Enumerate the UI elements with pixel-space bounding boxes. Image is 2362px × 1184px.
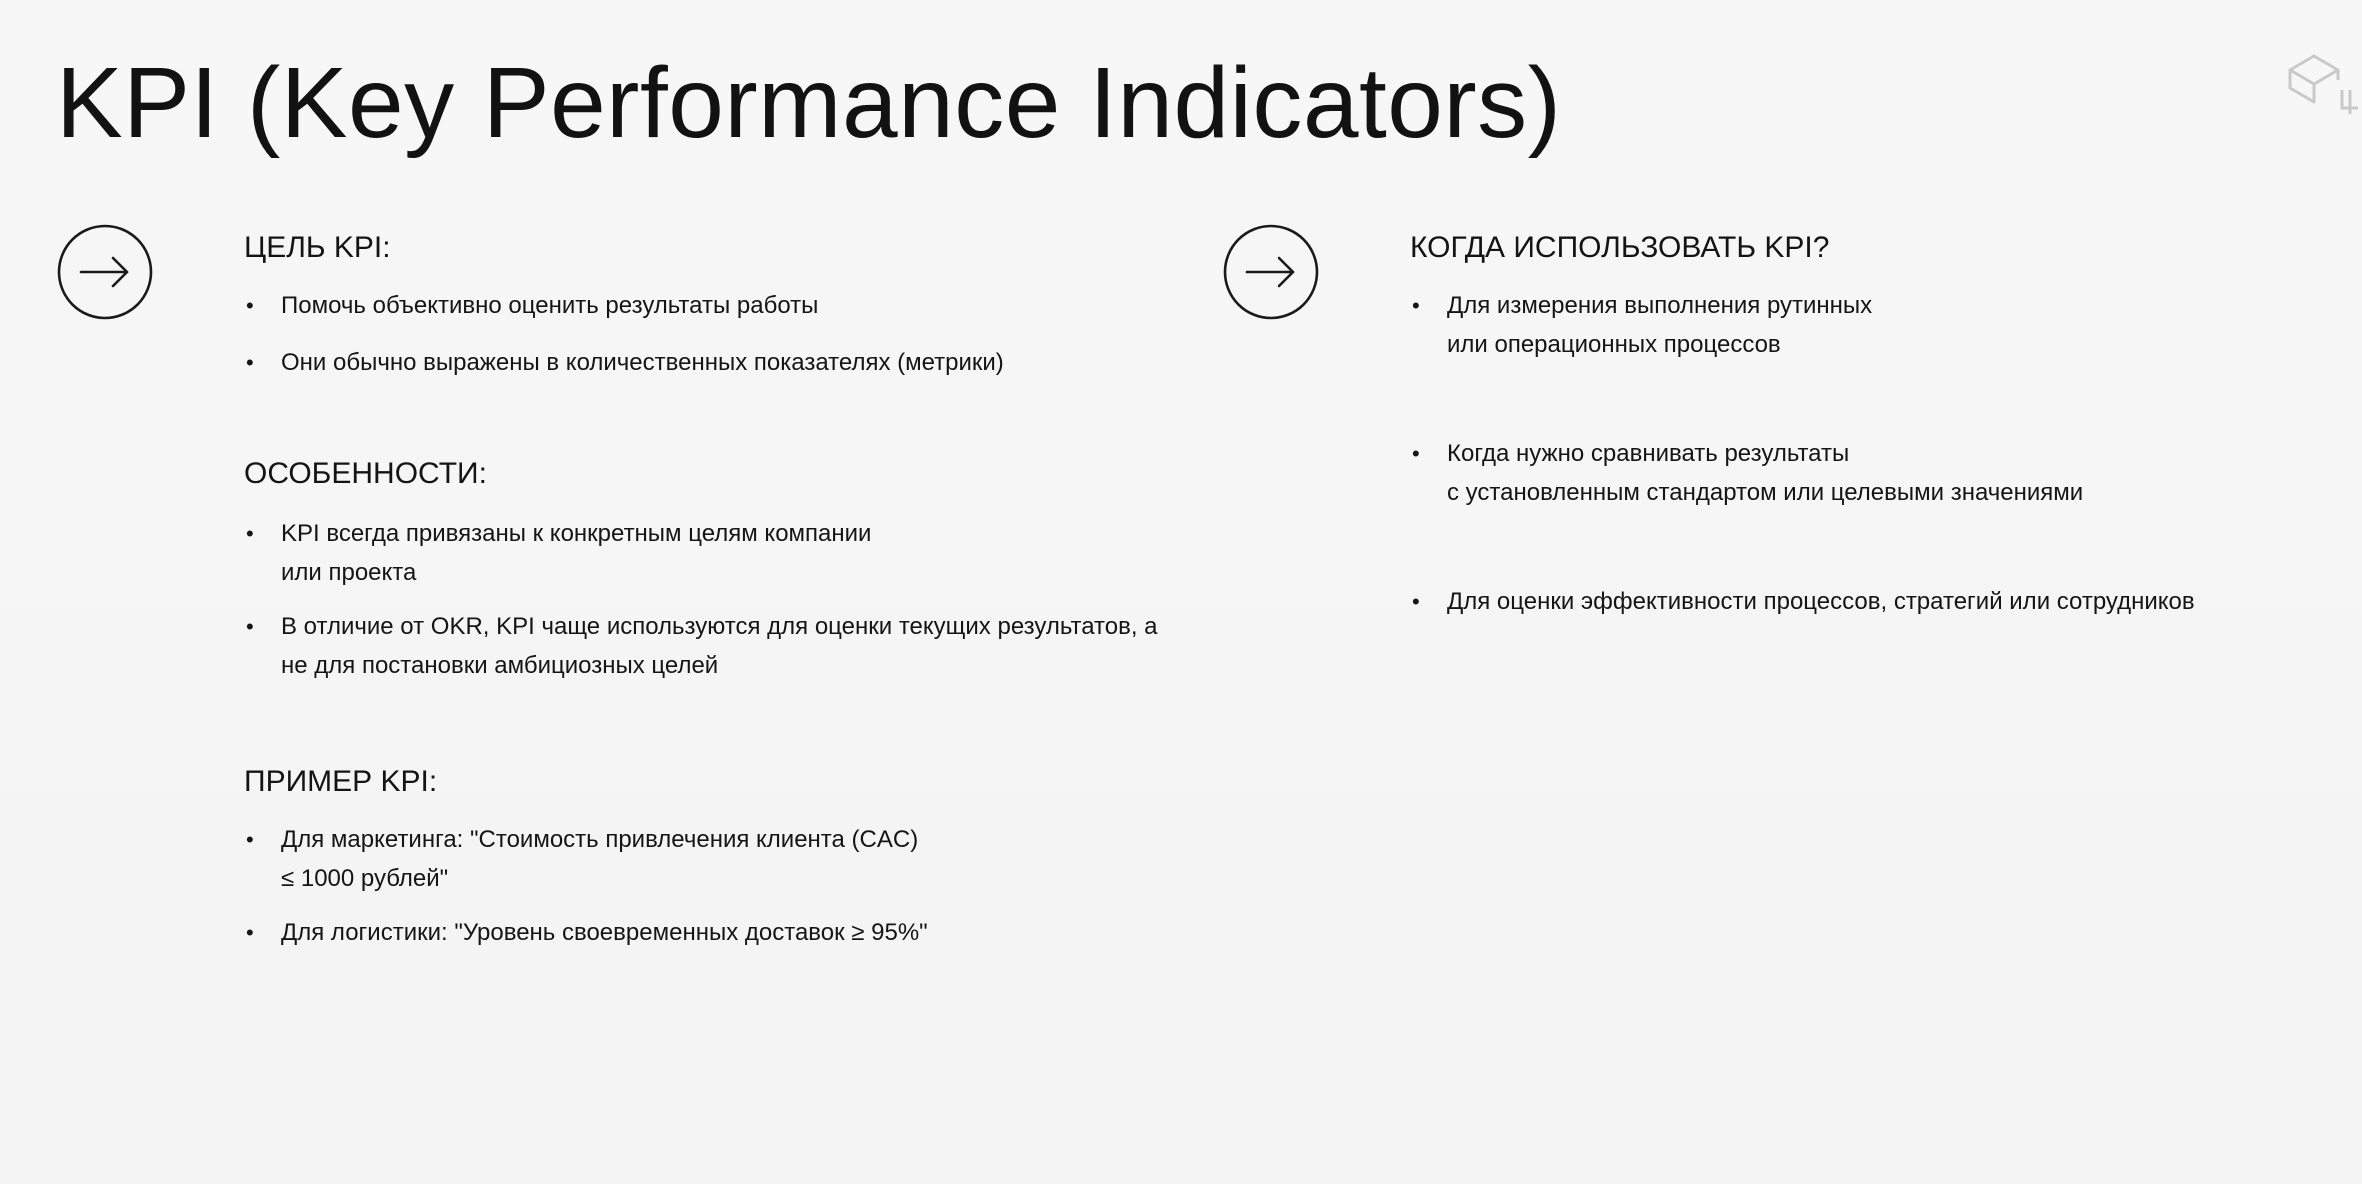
example-list: • Для маркетинга: "Стоимость привлечения… [244, 820, 928, 952]
when-list: • Для измерения выполнения рутинных или … [1410, 286, 2195, 621]
slide-title: KPI (Key Performance Indicators) [56, 47, 1562, 159]
goal-list: • Помочь объективно оценить результаты р… [244, 286, 1004, 382]
features-list: • KPI всегда привязаны к конкретным целя… [244, 514, 1158, 685]
list-item: • Для логистики: "Уровень своевременных … [246, 919, 928, 946]
list-item: • Для маркетинга: "Стоимость привлечения… [246, 826, 919, 892]
list-item: • Когда нужно сравнивать результаты с ус… [1412, 440, 2084, 506]
list-item: • Для измерения выполнения рутинных или … [1412, 292, 1873, 358]
arrow-right-circle-icon [1223, 224, 1319, 320]
list-item: • Они обычно выражены в количественных п… [246, 349, 1004, 376]
goal-heading: ЦЕЛЬ KPI: [244, 231, 391, 264]
features-heading: ОСОБЕННОСТИ: [244, 457, 487, 490]
list-item: • В отличие от OKR, KPI чаще используютс… [246, 613, 1158, 679]
example-heading: ПРИМЕР KPI: [244, 765, 438, 798]
list-item: • KPI всегда привязаны к конкретным целя… [246, 520, 872, 586]
when-heading: КОГДА ИСПОЛЬЗОВАТЬ KPI? [1410, 231, 1830, 264]
list-item: • Помочь объективно оценить результаты р… [246, 292, 819, 319]
cube-logo-icon [2288, 54, 2358, 114]
arrow-right-circle-icon [57, 224, 153, 320]
list-item: • Для оценки эффективности процессов, ст… [1412, 588, 2195, 615]
